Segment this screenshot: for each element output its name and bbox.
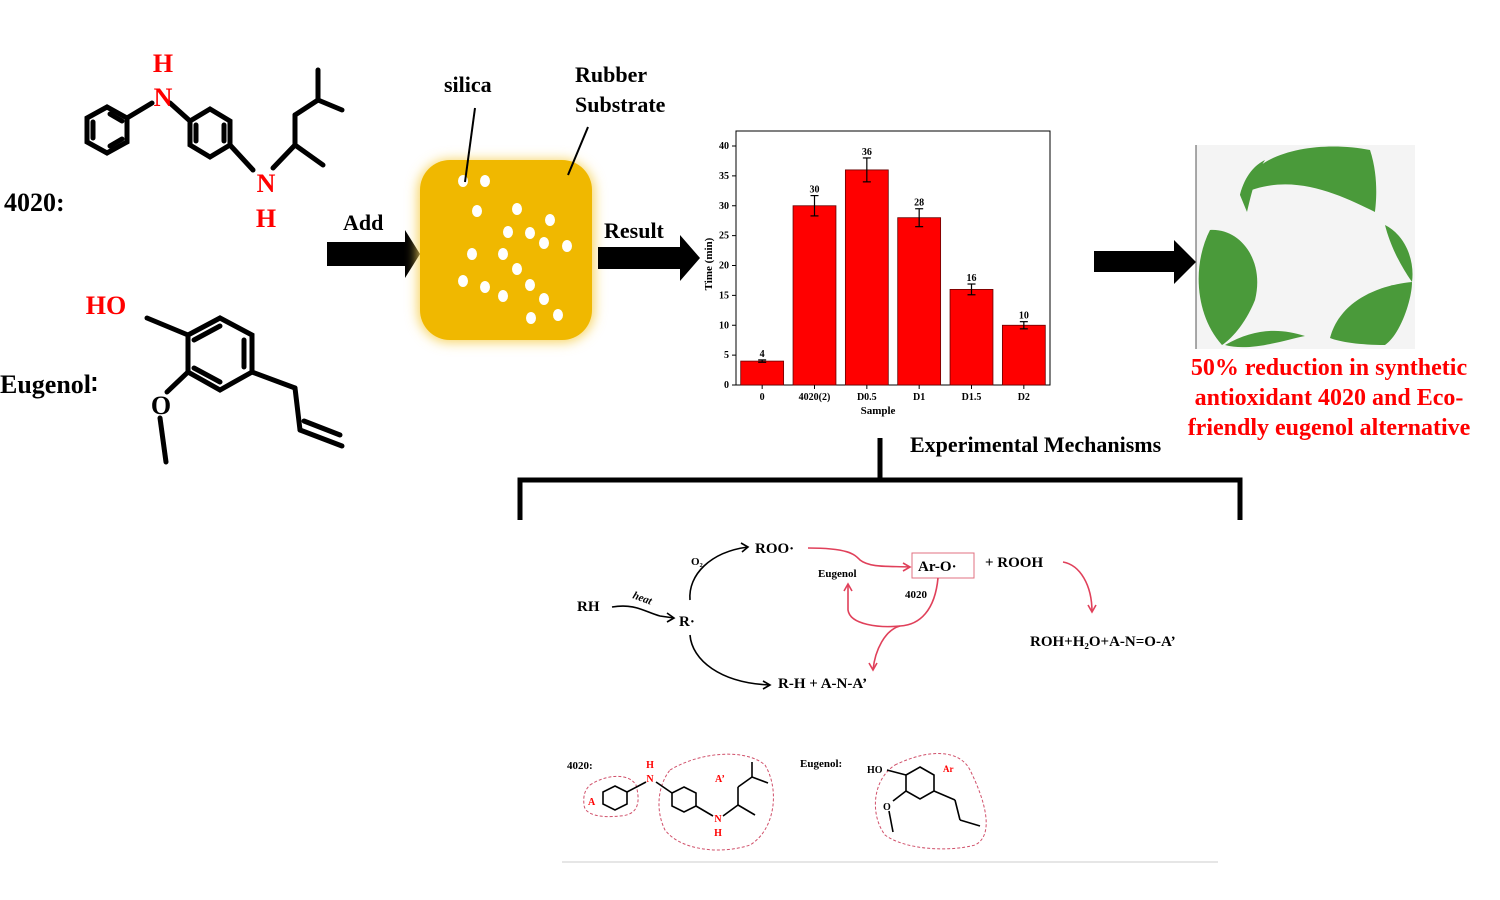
label-4020-mechanism: 4020 [905, 589, 928, 601]
result-arrow [598, 235, 700, 281]
atom-o-label: O [151, 391, 171, 420]
x-tick-label: D1 [913, 392, 925, 403]
data-label: 16 [967, 273, 977, 284]
atom-h-small: H [714, 828, 722, 839]
rubber-label-line2: Substrate [575, 92, 666, 117]
mechanism-scheme: RH heat R· O₂ ROO· Ar-O· + ROOH Eugenol … [577, 541, 1176, 692]
silica-label: silica [444, 72, 492, 97]
atom-h-label: H [256, 204, 276, 233]
data-label: 28 [914, 198, 924, 209]
x-tick-label: 0 [760, 392, 765, 403]
label-eugenol-small: Eugenol: [800, 758, 842, 770]
atom-n-label: N [154, 83, 173, 112]
mechanism-title: Experimental Mechanisms [910, 432, 1162, 457]
atom-h-small: H [646, 760, 654, 771]
atom-h-label: H [153, 49, 173, 78]
rubber-substrate [418, 107, 594, 342]
data-label: 4 [760, 349, 765, 360]
x-tick-label: D2 [1018, 392, 1030, 403]
products-right: ROH+H₂O+A-N=O-A’ [1030, 634, 1176, 650]
data-label: 10 [1019, 311, 1029, 322]
outcome-line1: 50% reduction in synthetic [1191, 355, 1468, 381]
eugenol-label: Eugenol [818, 568, 857, 580]
add-label: Add [343, 210, 383, 235]
outcome-line3: friendly eugenol alternative [1188, 415, 1471, 441]
bar-D1 [897, 217, 942, 386]
y-tick-label: 30 [719, 201, 729, 212]
y-tick-label: 20 [719, 261, 729, 272]
x-tick-label: 4020(2) [799, 392, 831, 403]
add-arrow [327, 230, 420, 278]
bar-0 [740, 360, 785, 386]
y-tick-label: 15 [719, 290, 729, 301]
outcome-arrow [1094, 240, 1196, 284]
atom-ho-small: HO [867, 765, 883, 776]
rubber-label-line1: Rubber [575, 62, 647, 87]
y-tick-label: 25 [719, 231, 729, 242]
y-tick-label: 40 [719, 141, 729, 152]
x-tick-label: D1.5 [962, 392, 982, 403]
bar-D0.5 [844, 169, 889, 386]
o2-label: O₂ [691, 556, 704, 568]
r-radical-label: R· [679, 614, 695, 630]
bar-4020(2) [792, 205, 837, 386]
rh-label: RH [577, 599, 600, 615]
bar-D2 [1001, 324, 1046, 386]
atom-n-small: N [714, 814, 722, 825]
structure-4020-small: 4020: H N N H A A’ [567, 753, 774, 851]
result-label: Result [604, 218, 665, 243]
label-4020-small: 4020: [567, 760, 593, 772]
heat-label: heat [631, 590, 654, 608]
group-a-prime-label: A’ [715, 774, 725, 785]
y-axis-label: Time (min) [703, 237, 715, 290]
products-bottom: R-H + A-N-A’ [778, 676, 867, 692]
atom-ho-label: HO [86, 291, 126, 320]
outcome-text: 50% reduction in synthetic antioxidant 4… [1188, 355, 1471, 441]
data-label: 36 [862, 147, 872, 158]
x-axis-label: Sample [861, 405, 896, 417]
aro-radical-label: Ar-O· [918, 559, 957, 575]
rooh-label: + ROOH [985, 555, 1043, 571]
atom-n-small: N [646, 774, 654, 785]
chart-frame [735, 130, 1051, 386]
y-tick-label: 35 [719, 171, 729, 182]
y-tick-label: 0 [724, 380, 729, 391]
group-ar-label: Ar [943, 764, 954, 774]
molecule-eugenol: HO O [86, 291, 345, 465]
recycle-leaves-icon [1195, 145, 1415, 349]
y-tick-label: 10 [719, 320, 729, 331]
bar-D1.5 [949, 288, 994, 386]
molecule-4020: H N N H [84, 49, 345, 233]
label-eugenol: Eugenol∶ [0, 370, 98, 399]
data-label: 30 [810, 185, 820, 196]
outcome-line2: antioxidant 4020 and Eco- [1195, 385, 1464, 411]
atom-n-label: N [257, 169, 276, 198]
y-tick-label: 5 [724, 350, 729, 361]
x-tick-label: D0.5 [857, 392, 877, 403]
roo-radical-label: ROO· [755, 541, 794, 557]
structure-eugenol-small: Eugenol: HO O Ar [800, 753, 987, 850]
bracket [517, 438, 1243, 520]
group-a-label: A [588, 797, 596, 808]
silica-particles [458, 175, 572, 324]
atom-o-small: O [883, 802, 891, 813]
label-4020: 4020: [4, 188, 65, 217]
